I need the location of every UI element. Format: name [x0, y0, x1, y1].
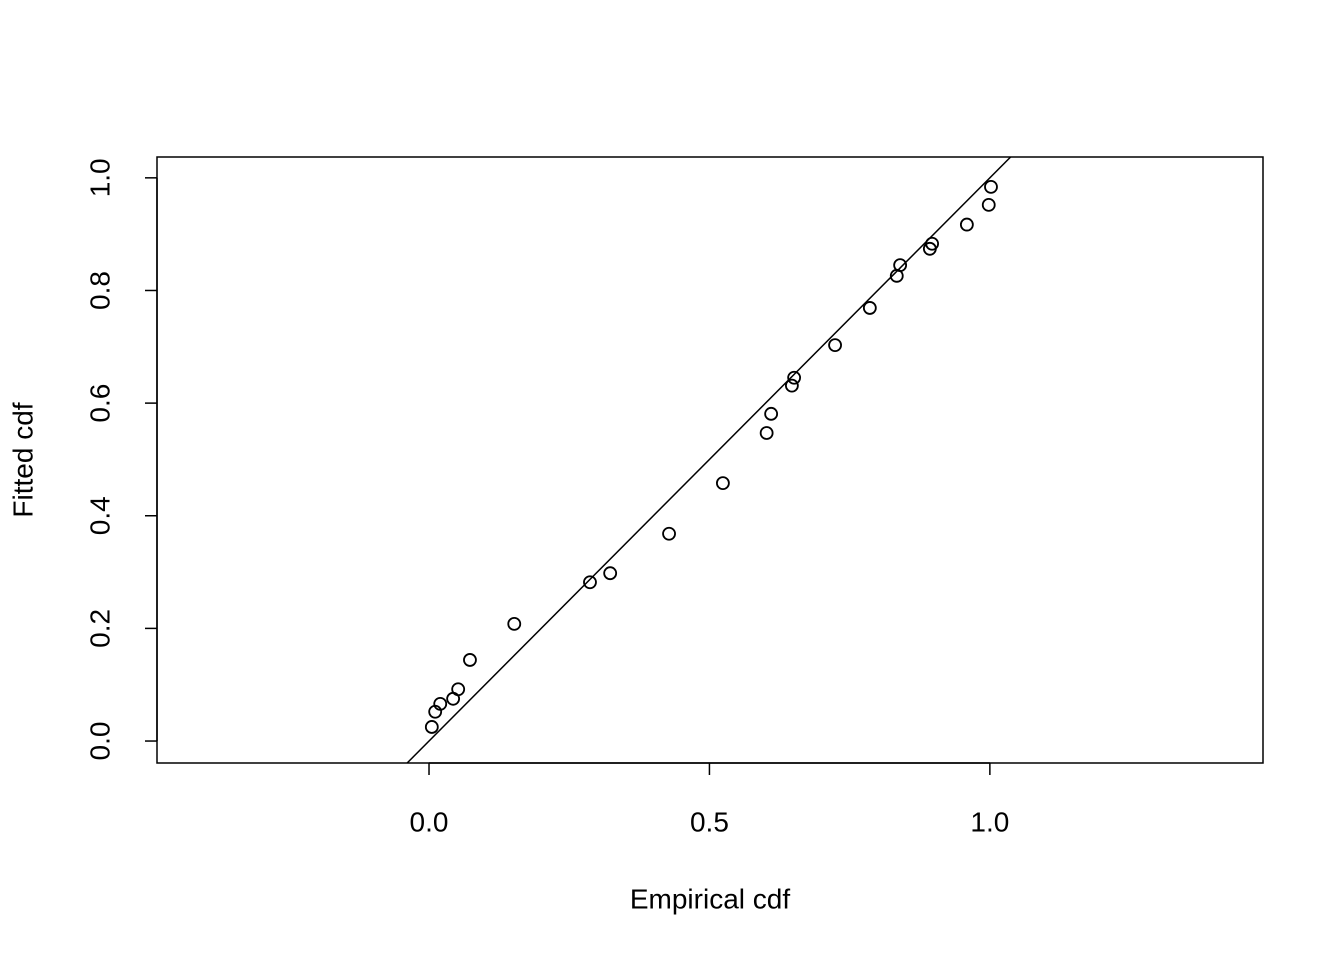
point — [981, 197, 996, 212]
point — [603, 566, 618, 581]
point — [433, 696, 448, 711]
x-tick-label: 0.0 — [410, 806, 449, 837]
y-tick-label: 1.0 — [84, 158, 115, 197]
point — [862, 301, 877, 315]
point — [451, 682, 466, 697]
point — [828, 338, 842, 353]
reference-line — [406, 157, 1012, 763]
y-tick-label: 0.8 — [84, 271, 115, 310]
y-axis-title: Fitted cdf — [7, 402, 38, 517]
y-tick-label: 0.4 — [84, 496, 115, 535]
x-tick-label: 0.5 — [690, 806, 729, 837]
point — [715, 476, 730, 490]
point — [784, 378, 799, 393]
point — [959, 217, 974, 232]
point — [507, 616, 522, 631]
point — [764, 406, 779, 421]
point — [583, 575, 597, 590]
x-axis-title: Empirical cdf — [630, 883, 790, 914]
y-tick-label: 0.2 — [84, 609, 115, 648]
y-tick-label: 0.0 — [84, 722, 115, 761]
point — [424, 720, 439, 734]
point — [463, 653, 477, 667]
y-tick-label: 0.6 — [84, 384, 115, 423]
point — [984, 179, 998, 194]
point — [925, 236, 939, 251]
point — [662, 526, 676, 541]
point — [759, 426, 774, 440]
x-tick-label: 1.0 — [970, 806, 1009, 837]
point — [893, 258, 908, 273]
plot-box — [156, 156, 1264, 764]
point — [787, 370, 802, 385]
